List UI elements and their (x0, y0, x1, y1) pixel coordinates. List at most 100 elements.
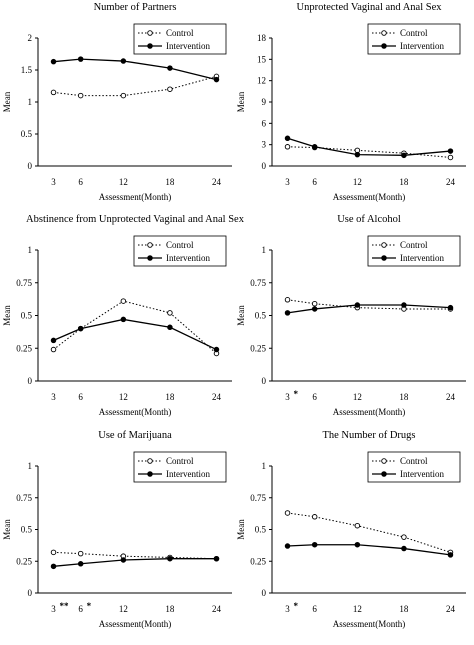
y-tick-label: 18 (257, 33, 267, 43)
y-tick-label: 1 (28, 97, 33, 107)
y-tick-label: 0.5 (21, 129, 33, 139)
y-tick-label: 6 (262, 118, 267, 128)
y-tick-label: 0.5 (255, 311, 267, 321)
x-tick-label: 12 (119, 604, 128, 614)
x-tick-label: 12 (119, 177, 128, 187)
data-point-intervention (120, 316, 127, 323)
legend-marker-control (147, 30, 153, 36)
series-line-intervention (53, 318, 217, 351)
y-tick-label: 0 (262, 588, 267, 598)
x-tick-label: 18 (165, 604, 175, 614)
x-tick-label: 3 (51, 177, 56, 187)
data-point-control (120, 298, 127, 304)
legend-label-control: Control (166, 456, 194, 466)
y-tick-label: 1.5 (21, 65, 33, 75)
x-tick-label: 3 (285, 604, 290, 614)
data-point-control (167, 86, 173, 92)
x-tick-label: 6 (78, 392, 83, 402)
y-tick-label: 0 (262, 161, 267, 171)
chart-panel-6: The Number of Drugs 0 0.25 0.5 0.75 1 3 * 6 12 18 2… (236, 430, 466, 629)
x-tick-label: 3 (51, 604, 56, 614)
series-line-control (53, 551, 217, 560)
x-tick-label: 3 (285, 177, 290, 187)
y-tick-label: 0.25 (16, 343, 32, 353)
y-tick-label: 0 (28, 161, 33, 171)
x-tick-label: 6 (78, 604, 83, 614)
y-tick-label: 0.75 (16, 278, 32, 288)
significance-marker: * (87, 601, 92, 611)
x-tick-label: 24 (212, 392, 222, 402)
y-tick-label: 1 (28, 245, 33, 255)
x-tick-label: 24 (446, 392, 456, 402)
series-line-intervention (287, 544, 451, 556)
y-tick-label: 0.75 (250, 493, 266, 503)
y-tick-label: 0.75 (250, 278, 266, 288)
y-axis-label: Mean (2, 519, 12, 540)
legend-marker-intervention (381, 255, 387, 261)
legend-box (133, 23, 227, 55)
y-tick-label: 1 (28, 461, 33, 471)
x-axis-label: Assessment(Month) (99, 619, 172, 629)
legend-box (133, 451, 227, 483)
data-point-control (167, 310, 173, 316)
y-axis-label: Mean (236, 519, 246, 540)
data-point-intervention (401, 302, 407, 308)
data-point-intervention (354, 302, 361, 308)
y-tick-label: 0.25 (250, 343, 266, 353)
legend-marker-intervention (147, 471, 153, 477)
x-tick-label: 18 (399, 604, 409, 614)
data-point-control (447, 154, 454, 161)
data-point-intervention (447, 148, 454, 154)
data-point-intervention (120, 557, 127, 563)
y-tick-label: 15 (257, 54, 267, 64)
legend-marker-control (381, 30, 387, 36)
data-point-control (50, 549, 57, 556)
data-point-control (50, 89, 57, 96)
data-point-control (284, 297, 291, 303)
legend-label-control: Control (166, 28, 194, 38)
y-tick-label: 12 (257, 76, 266, 86)
data-point-intervention (401, 545, 407, 552)
data-point-control (284, 510, 291, 516)
y-tick-label: 0 (28, 376, 33, 386)
legend-label-intervention: Intervention (400, 253, 444, 263)
legend-marker-control (147, 458, 153, 464)
legend-box (133, 235, 227, 267)
data-point-intervention (311, 144, 318, 150)
data-point-control (311, 300, 318, 307)
x-tick-label: 18 (165, 177, 175, 187)
legend-label-intervention: Intervention (166, 469, 210, 479)
x-tick-label: 6 (312, 177, 317, 187)
data-point-intervention (284, 310, 291, 316)
series-line-control (53, 300, 217, 354)
chart-panel-4: Use of Alcohol 0 0.25 0.5 0.75 1 3 * 6 12 18 24 Asse… (236, 214, 466, 417)
x-tick-label: 3 (285, 392, 290, 402)
data-point-control (311, 514, 318, 520)
y-tick-label: 0.5 (255, 525, 267, 535)
x-tick-label: 12 (119, 392, 128, 402)
legend-box (367, 23, 461, 55)
chart-title: The Number of Drugs (322, 430, 415, 441)
series-line-intervention (53, 558, 217, 567)
y-tick-label: 0 (262, 376, 267, 386)
x-tick-label: 18 (399, 177, 409, 187)
y-axis-label: Mean (236, 91, 246, 112)
x-axis-label: Assessment(Month) (99, 407, 172, 417)
data-point-intervention (167, 555, 173, 562)
data-point-control (77, 92, 84, 99)
chart-panel-2: Unprotected Vaginal and Anal Sex 0 3 6 9 12 15… (236, 2, 466, 202)
x-tick-label: 24 (212, 604, 222, 614)
y-tick-label: 0 (28, 588, 33, 598)
data-point-control (120, 92, 127, 99)
legend-label-control: Control (400, 456, 428, 466)
legend-marker-intervention (381, 43, 387, 49)
legend-label-control: Control (400, 28, 428, 38)
x-tick-label: 24 (446, 177, 456, 187)
data-point-intervention (213, 555, 220, 562)
x-tick-label: 18 (165, 392, 175, 402)
data-point-intervention (77, 56, 84, 62)
data-point-intervention (311, 541, 318, 548)
legend-label-control: Control (400, 240, 428, 250)
significance-marker: * (294, 601, 299, 611)
